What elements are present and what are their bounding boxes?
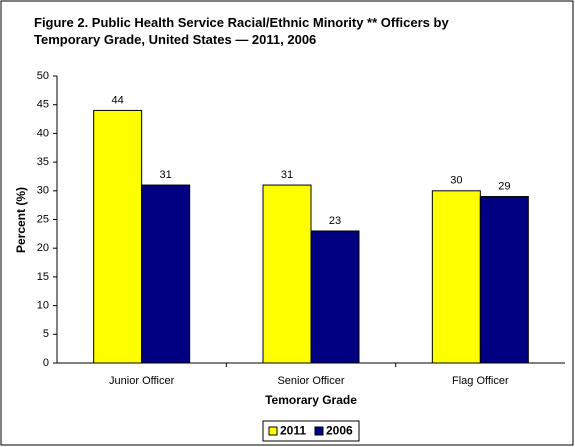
y-tick-label: 50 (37, 70, 49, 82)
data-label: 29 (498, 180, 510, 192)
legend-box (262, 420, 360, 442)
data-label: 31 (281, 169, 293, 181)
data-label: 31 (160, 169, 172, 181)
y-tick-label: 25 (37, 213, 49, 225)
y-tick-label: 30 (37, 185, 49, 197)
x-tick-label: Flag Officer (452, 375, 509, 387)
data-label: 44 (112, 94, 124, 106)
x-tick-label: Junior Officer (109, 375, 175, 387)
data-label: 23 (329, 215, 341, 227)
y-tick-label: 15 (37, 271, 49, 283)
y-tick-label: 0 (43, 357, 49, 369)
bar (262, 184, 312, 364)
y-tick-label: 35 (37, 156, 49, 168)
y-axis-label: Percent (%) (14, 187, 28, 253)
x-axis-label: Temorary Grade (265, 393, 357, 407)
legend-label: 2006 (326, 424, 353, 438)
bar (93, 109, 143, 364)
bar (479, 196, 529, 364)
legend-swatch (314, 426, 324, 436)
chart-title: Figure 2. Public Health Service Racial/E… (34, 15, 449, 47)
bar (141, 184, 191, 364)
y-tick-label: 20 (37, 242, 49, 254)
bar (310, 230, 360, 364)
y-tick-label: 40 (37, 127, 49, 139)
y-tick-label: 45 (37, 99, 49, 111)
y-tick-label: 10 (37, 300, 49, 312)
bar (431, 190, 481, 364)
data-label: 30 (450, 175, 462, 187)
legend-swatch (268, 426, 278, 436)
y-tick-label: 5 (43, 328, 49, 340)
x-tick-label: Senior Officer (277, 375, 344, 387)
legend-label: 2011 (280, 424, 306, 438)
